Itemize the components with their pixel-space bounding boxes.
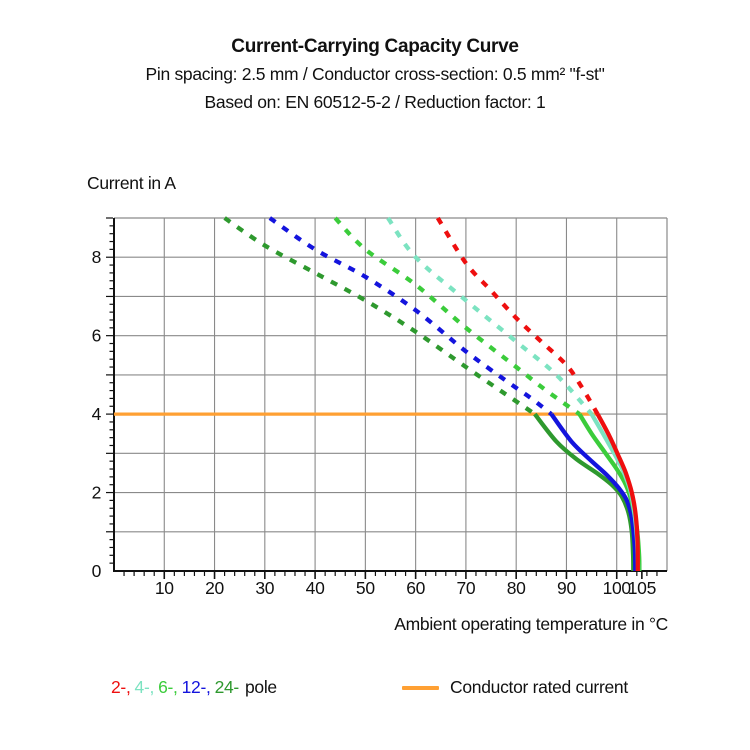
chart-subtitle-standard: Based on: EN 60512-5-2 / Reduction facto… bbox=[204, 92, 546, 112]
x-tick-label: 40 bbox=[306, 578, 325, 598]
x-tick-label: 60 bbox=[406, 578, 425, 598]
x-tick-label: 105 bbox=[628, 578, 656, 598]
legend-item-12-pole: 12-, bbox=[181, 677, 211, 697]
x-axis-label: Ambient operating temperature in °C bbox=[394, 614, 668, 634]
legend-item-6-pole: 6-, bbox=[158, 677, 178, 697]
curve-dashed-2-pole bbox=[435, 216, 600, 416]
y-tick-label: 4 bbox=[92, 404, 102, 424]
y-tick-label: 8 bbox=[92, 247, 101, 267]
curve-solid-12-pole bbox=[549, 412, 638, 572]
x-tick-label: 50 bbox=[356, 578, 375, 598]
curve-dashed-24-pole bbox=[223, 216, 537, 416]
curve-dashed-6-pole bbox=[333, 216, 581, 416]
chart-subtitle-specs: Pin spacing: 2.5 mm / Conductor cross-se… bbox=[145, 64, 605, 84]
curve-solid-2-pole bbox=[595, 413, 640, 572]
rated-current-label: Conductor rated current bbox=[450, 677, 628, 697]
rated-current-swatch bbox=[402, 686, 439, 690]
legend-pole-suffix: pole bbox=[244, 677, 277, 697]
curve-dashed-4-pole bbox=[386, 216, 594, 416]
x-tick-label: 90 bbox=[557, 578, 576, 598]
x-tick-label: 20 bbox=[205, 578, 224, 598]
y-tick-label: 6 bbox=[92, 326, 101, 346]
chart-title: Current-Carrying Capacity Curve bbox=[231, 36, 519, 57]
x-tick-label: 80 bbox=[507, 578, 526, 598]
legend-item-4-pole: 4-, bbox=[134, 677, 155, 697]
y-tick-label: 2 bbox=[92, 483, 101, 503]
x-tick-label: 70 bbox=[456, 578, 475, 598]
x-tick-label: 100 bbox=[603, 578, 632, 598]
x-tick-label: 10 bbox=[155, 578, 174, 598]
y-tick-label: 0 bbox=[92, 561, 102, 581]
x-tick-label: 30 bbox=[255, 578, 274, 598]
y-axis-label: Current in A bbox=[87, 173, 176, 193]
curve-dashed-12-pole bbox=[268, 216, 553, 416]
legend-item-2-pole: 2-, bbox=[111, 677, 131, 697]
pole-legend: 2-, 4-, 6-, 12-, 24- pole bbox=[111, 677, 277, 698]
legend-item-24-pole: 24- bbox=[214, 677, 240, 697]
